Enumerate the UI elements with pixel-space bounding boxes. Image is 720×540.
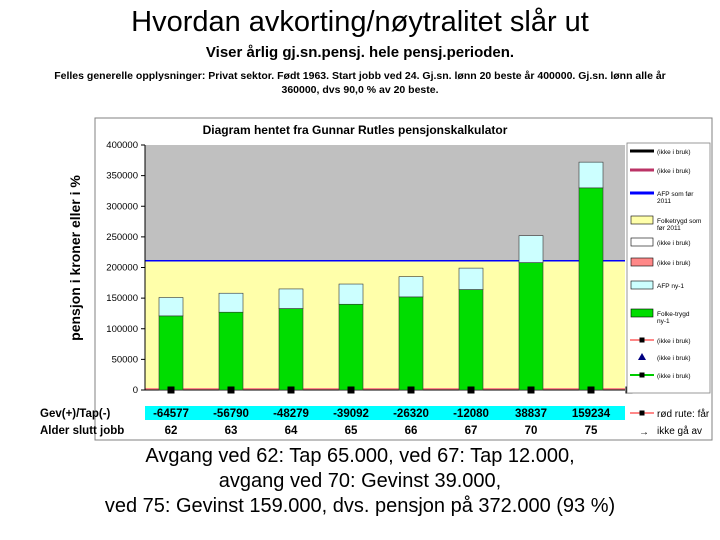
table-cell-gain-loss: 38837 — [515, 408, 547, 420]
table-cell-retirement-age: 62 — [165, 425, 178, 437]
table-cell-retirement-age: 66 — [405, 425, 418, 437]
chart-title: Diagram hentet fra Gunnar Rutles pensjon… — [203, 123, 508, 137]
legend-swatch-marker — [639, 337, 645, 343]
bar-folketrygd-ny — [518, 262, 544, 391]
legend: (ikke i bruk) (ikke i bruk) AFP som før 201… — [626, 142, 711, 394]
bar-folketrygd-ny — [158, 315, 184, 391]
baseline-marker — [407, 386, 415, 394]
legend-label: AFP som før 2011 — [657, 191, 694, 205]
plot-area: 0 50000 100000 150000 200000 250000 300000 3500… — [106, 140, 633, 396]
table-cell-retirement-age: 75 — [585, 425, 598, 437]
table-cell-gain-loss: -64577 — [153, 408, 189, 420]
legend-label: (ikke i bruk) — [657, 149, 691, 156]
table-cell-gain-loss: -26320 — [393, 408, 429, 420]
y-tick-label: 150000 — [106, 293, 138, 304]
legend-label: (ikke i bruk) — [657, 168, 691, 175]
baseline-marker — [467, 386, 475, 394]
conclusion-line-3: ved 75: Gevinst 159.000, dvs. pensjon på… — [104, 495, 616, 517]
baseline-marker — [227, 386, 235, 394]
legend-label: AFP ny-1 — [657, 283, 684, 290]
table-note-swatch-marker — [639, 410, 645, 416]
conclusion-text: Avgang ved 62: Tap 65.000, ved 67: Tap 1… — [0, 444, 720, 519]
y-tick-label: 0 — [133, 385, 138, 396]
table-row-label-gain-loss: Gev(+)/Tap(-) — [40, 408, 111, 420]
table-row-label-retirement-age: Alder slutt jobb — [40, 425, 124, 437]
table-note-arrow: → — [639, 427, 649, 438]
legend-swatch-marker — [639, 372, 645, 378]
legend-label: (ikke i bruk) — [657, 338, 691, 345]
legend-label: (ikke i bruk) — [657, 260, 691, 267]
slide-title: Hvordan avkorting/nøytralitet slår ut — [131, 6, 589, 38]
bar-afp-ny — [518, 235, 544, 263]
general-info-line-2: 360000, dvs 90,0 % av 20 beste. — [281, 84, 439, 96]
general-info: Felles generelle opplysninger: Privat se… — [10, 69, 710, 97]
bar-afp-ny — [278, 288, 304, 309]
table-cell-retirement-age: 65 — [345, 425, 358, 437]
data-table: Gev(+)/Tap(-) Alder slutt jobb -64577 62 -56… — [40, 406, 710, 438]
table-cell-gain-loss: 159234 — [572, 408, 611, 420]
baseline-marker — [287, 386, 295, 394]
legend-swatch-triangle — [638, 353, 646, 360]
y-tick-label: 50000 — [112, 354, 138, 365]
bar-folketrygd-ny — [218, 311, 244, 391]
y-tick-label: 200000 — [106, 263, 138, 274]
legend-box — [626, 142, 711, 394]
y-tick-label: 400000 — [106, 140, 138, 151]
bar-afp-ny — [398, 276, 424, 298]
slide-subtitle: Viser årlig gj.sn.pensj. hele pensj.peri… — [205, 44, 515, 61]
conclusion-line-1: Avgang ved 62: Tap 65.000, ved 67: Tap 1… — [145, 445, 575, 467]
legend-swatch-box — [630, 237, 654, 247]
general-info-line-1: Felles generelle opplysninger: Privat se… — [54, 70, 666, 82]
y-tick-label: 300000 — [106, 201, 138, 212]
bar-folketrygd-ny — [458, 289, 484, 391]
table-cell-gain-loss: -56790 — [213, 408, 249, 420]
legend-label: (ikke i bruk) — [657, 355, 691, 362]
folketrygd-2011-area — [145, 260, 625, 390]
baseline-marker — [167, 386, 175, 394]
y-tick-label: 250000 — [106, 232, 138, 243]
table-cell-gain-loss: -12080 — [453, 408, 489, 420]
baseline-marker — [587, 386, 595, 394]
bar-afp-ny — [218, 292, 244, 313]
table-cell-retirement-age: 70 — [525, 425, 538, 437]
bar-folketrygd-ny — [338, 303, 364, 391]
legend-label: Folke-trygd ny-1 — [657, 311, 690, 325]
y-tick-label: 350000 — [106, 171, 138, 182]
table-note-red-box: rød rute: får — [657, 408, 710, 420]
table-cell-retirement-age: 67 — [465, 425, 478, 437]
y-tick-label: 100000 — [106, 324, 138, 335]
table-note-cannot-retire: ikke gå av — [657, 425, 702, 437]
baseline-marker — [527, 386, 535, 394]
baseline-marker — [347, 386, 355, 394]
legend-swatch-box — [630, 308, 654, 318]
legend-label: (ikke i bruk) — [657, 240, 691, 247]
bar-folketrygd-ny — [278, 308, 304, 391]
bar-afp-ny — [458, 267, 484, 290]
bar-afp-ny — [158, 297, 184, 317]
table-cell-retirement-age: 63 — [225, 425, 238, 437]
bar-folketrygd-ny — [578, 187, 604, 391]
table-cell-gain-loss: -48279 — [273, 408, 309, 420]
bar-afp-ny — [578, 161, 604, 189]
y-axis-label: pensjon i kroner eller i % — [67, 175, 83, 341]
conclusion-line-2: avgang ved 70: Gevinst 39.000, — [218, 470, 502, 492]
legend-label: (ikke i bruk) — [657, 373, 691, 380]
table-cell-retirement-age: 64 — [285, 425, 298, 437]
legend-swatch-box — [630, 257, 654, 267]
legend-swatch-box — [630, 280, 654, 290]
legend-swatch-box — [630, 215, 654, 225]
legend-label: Folketrygd som før 2011 — [657, 218, 701, 232]
bar-afp-ny — [338, 283, 364, 305]
bar-folketrygd-ny — [398, 296, 424, 391]
table-cell-gain-loss: -39092 — [333, 408, 369, 420]
table-highlight — [145, 406, 625, 420]
